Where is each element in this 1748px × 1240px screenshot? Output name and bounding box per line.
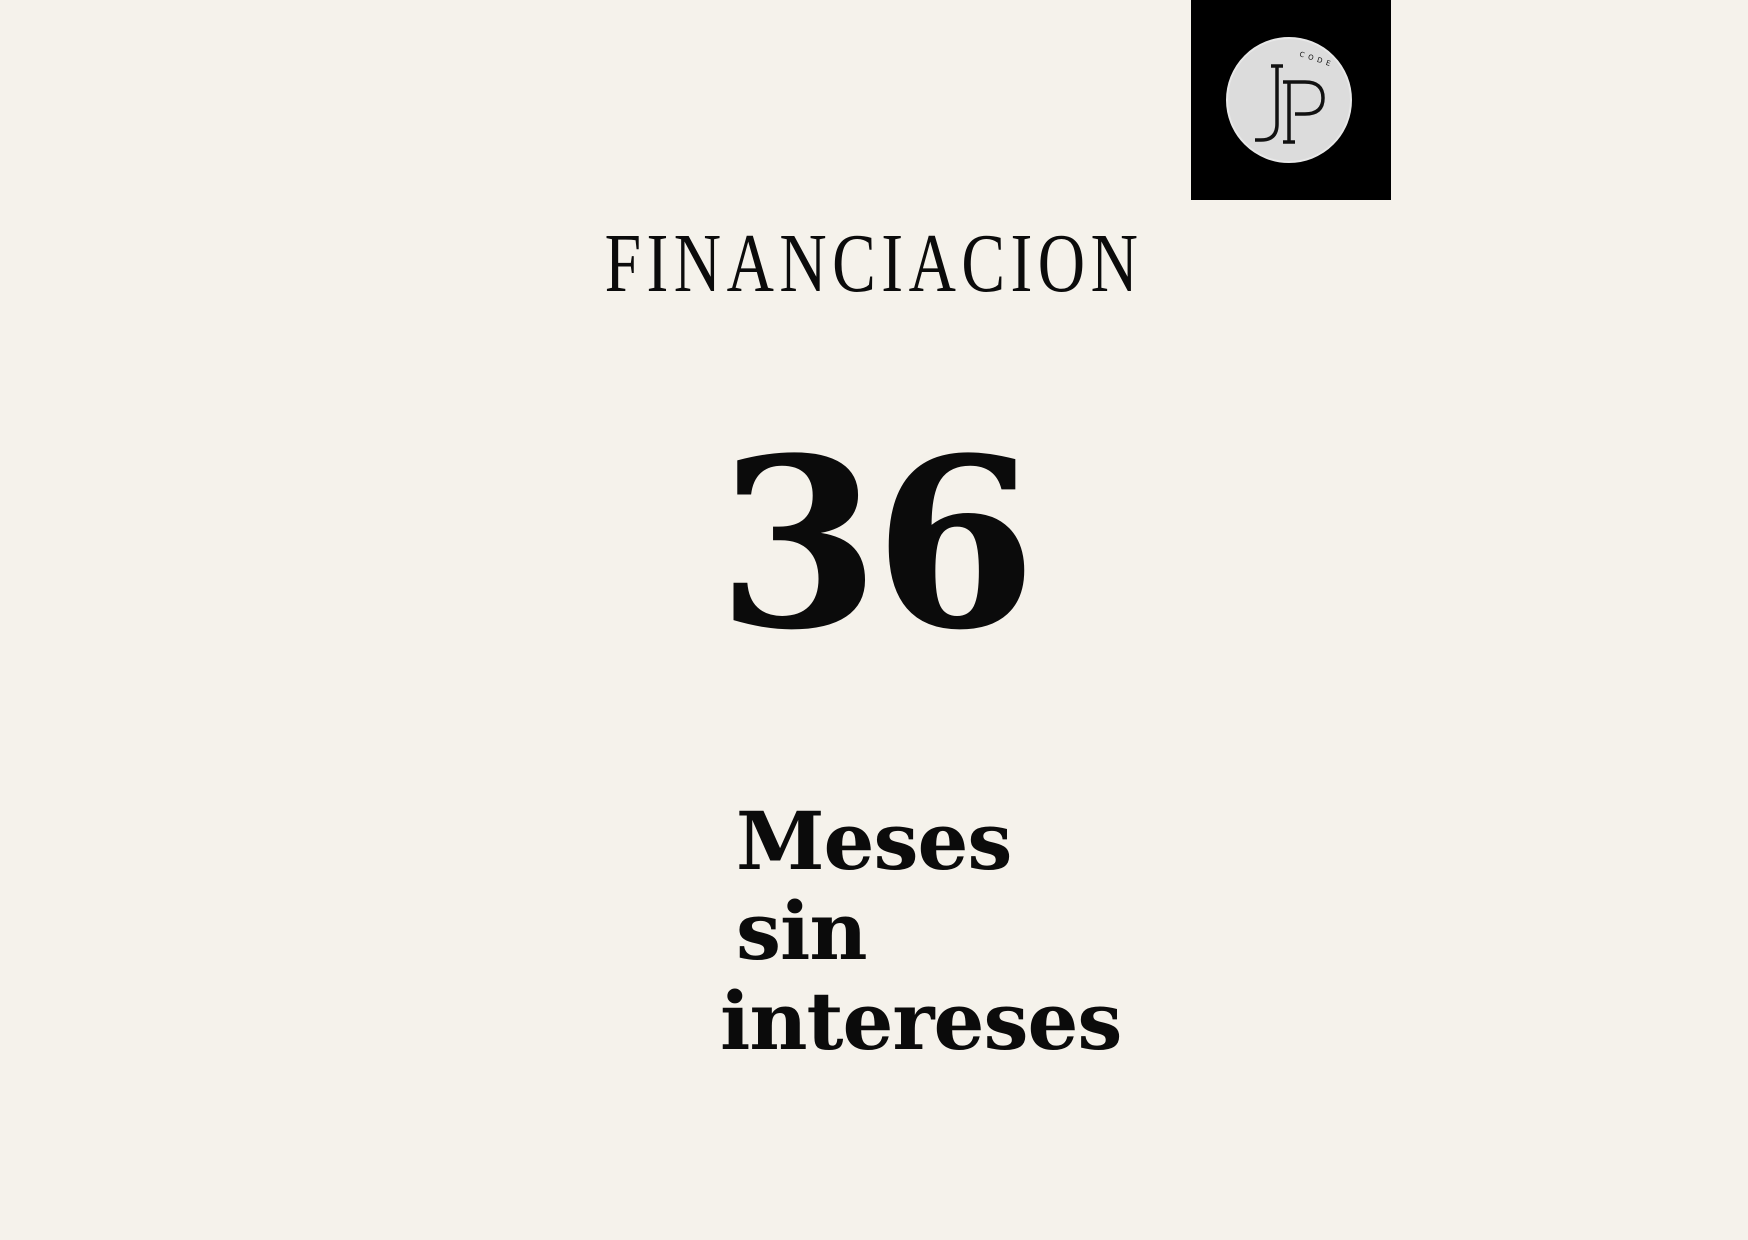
- jp-code-logo-icon: CODE: [1226, 37, 1352, 163]
- caption-line-2: intereses: [720, 974, 1122, 1068]
- caption: Meses sin intereses: [720, 794, 1122, 1068]
- installments-number: 36: [717, 407, 1037, 682]
- logo: CODE: [1191, 0, 1391, 200]
- caption-line-1: Meses sin: [736, 794, 1012, 978]
- page-title: FINANCIACION: [604, 217, 1144, 310]
